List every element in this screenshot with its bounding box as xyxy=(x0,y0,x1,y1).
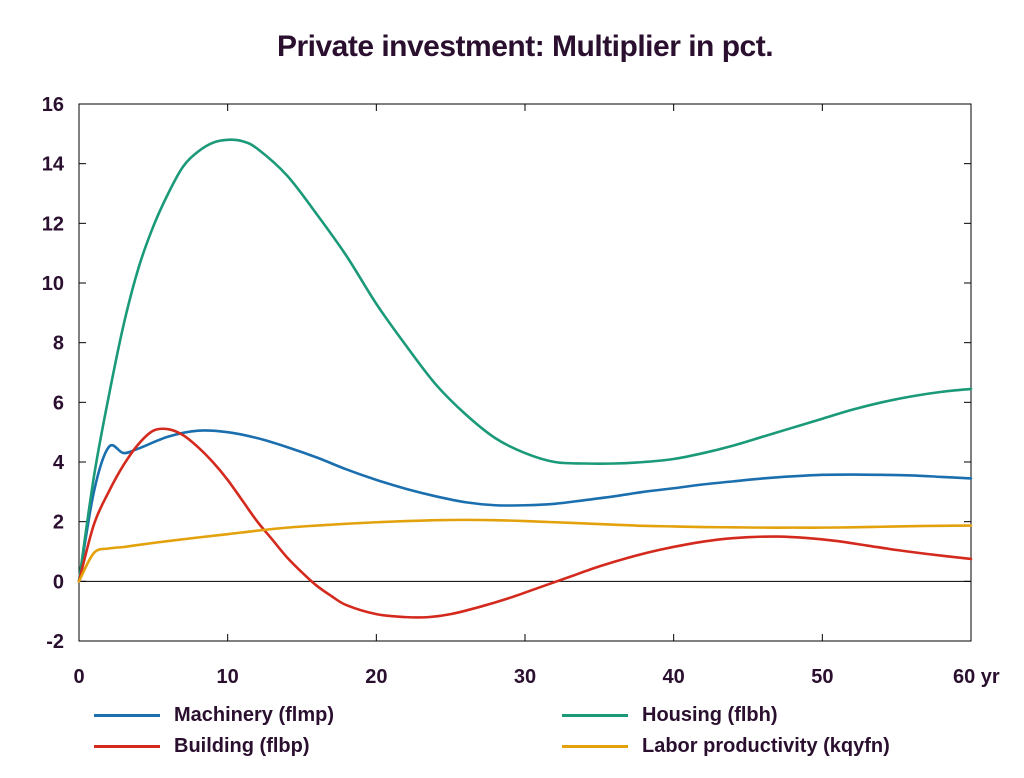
x-tick-label: 30 xyxy=(514,666,536,688)
x-tick-label: 20 xyxy=(365,666,387,688)
x-tick-label: 50 xyxy=(811,666,833,688)
y-tick-label: 10 xyxy=(42,273,64,295)
y-tick-label: 2 xyxy=(53,512,64,534)
chart-title: Private investment: Multiplier in pct. xyxy=(276,30,774,63)
y-tick-label: 6 xyxy=(53,392,64,414)
series-line-housing xyxy=(77,138,973,583)
x-tick-label: 10 xyxy=(217,666,239,688)
series-lines xyxy=(77,138,973,619)
x-tick-label: 0 xyxy=(73,666,84,688)
series-line-labor-productivity xyxy=(77,518,973,583)
y-tick-label: 0 xyxy=(53,571,64,593)
y-tick-label: -2 xyxy=(46,631,64,653)
plot-frame xyxy=(78,103,972,642)
y-tick-label: 8 xyxy=(53,333,64,355)
y-tick-label: 16 xyxy=(42,94,64,116)
y-tick-label: 4 xyxy=(53,452,65,474)
x-tick-label: 60 yr xyxy=(953,666,1000,688)
y-tick-label: 14 xyxy=(42,154,65,176)
y-tick-label: 12 xyxy=(42,213,64,235)
series-line-building xyxy=(77,427,973,619)
series-line-machinery xyxy=(77,429,973,583)
axes xyxy=(78,103,972,642)
tick-labels: -2 0 2 4 6 8 10 12 14 16 0 10 20 30 40 50 60 yr xyxy=(42,94,1000,688)
x-tick-label: 40 xyxy=(663,666,685,688)
